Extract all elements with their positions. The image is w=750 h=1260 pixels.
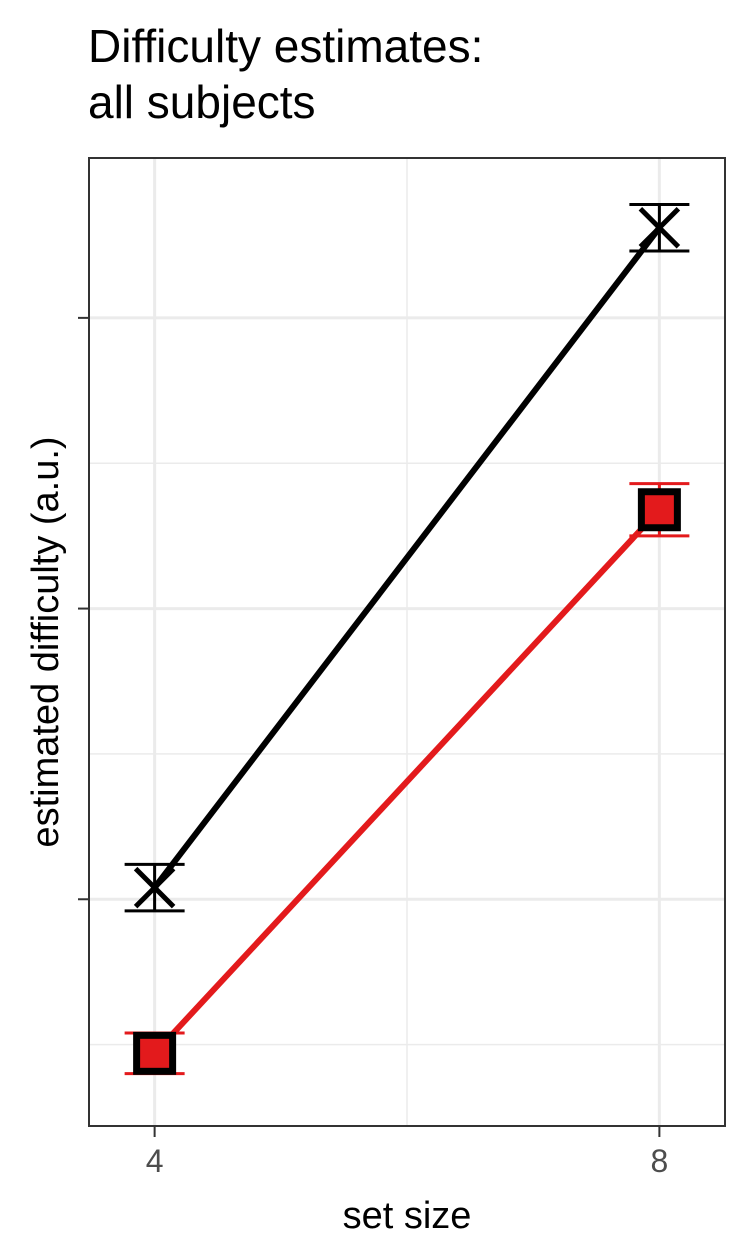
y-axis-title: estimated difficulty (a.u.) bbox=[25, 436, 67, 847]
panel-border bbox=[88, 157, 726, 1127]
chart-title: Difficulty estimates: all subjects bbox=[88, 18, 483, 130]
x-tick-label: 4 bbox=[146, 1143, 164, 1179]
x-tick-label: 8 bbox=[650, 1143, 668, 1179]
series-2-point bbox=[133, 1031, 177, 1075]
chart-title-line-1: Difficulty estimates: bbox=[88, 20, 484, 72]
x-marker-stroke bbox=[133, 866, 176, 909]
series-2-point bbox=[637, 488, 681, 532]
series-1-point bbox=[638, 206, 681, 249]
x-marker-stroke bbox=[638, 206, 681, 249]
series-layer bbox=[124, 203, 690, 1076]
chart-title-line-2: all subjects bbox=[88, 76, 316, 128]
series-1-point bbox=[133, 866, 176, 909]
x-axis-title: set size bbox=[343, 1195, 472, 1237]
series-2-line bbox=[152, 507, 662, 1056]
series-1-line bbox=[152, 225, 662, 890]
grid bbox=[89, 158, 725, 1126]
